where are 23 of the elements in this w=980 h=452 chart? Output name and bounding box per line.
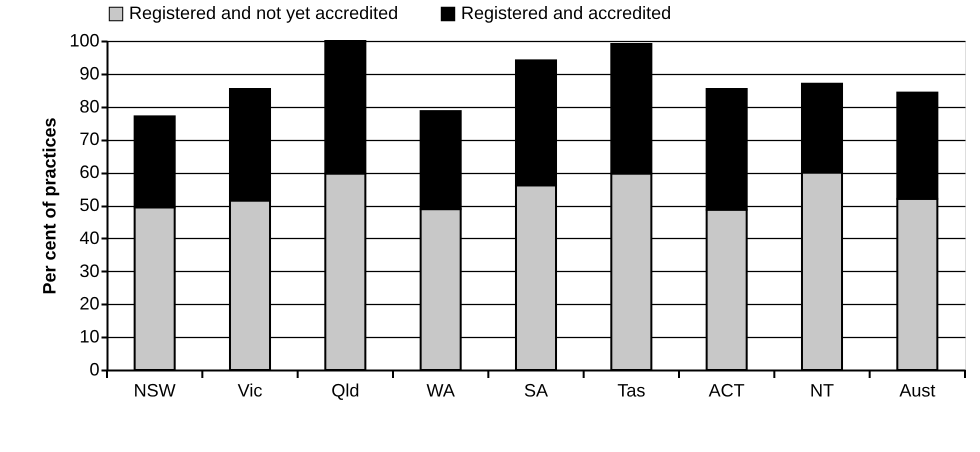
x-tick-label: NSW [134, 380, 176, 400]
x-tick-label: SA [524, 380, 548, 400]
y-tick-label: 10 [79, 326, 100, 347]
legend-label: Registered and accredited [461, 3, 672, 23]
y-tick-label: 90 [79, 63, 100, 84]
y-tick-label: 40 [79, 228, 100, 248]
x-tick-label: WA [426, 380, 455, 400]
x-tick-label: Qld [331, 380, 360, 400]
y-tick-label: 0 [89, 360, 100, 380]
x-tick-label: Tas [617, 380, 646, 400]
y-tick-label: 50 [79, 195, 100, 215]
x-tick-label: Aust [899, 380, 936, 400]
y-tick-label: 60 [79, 162, 100, 182]
y-tick-label: 20 [79, 294, 100, 314]
x-tick-label: NT [810, 380, 834, 400]
x-tick-label: Vic [238, 380, 262, 400]
y-axis-title: Per cent of practices [39, 117, 60, 295]
y-tick-label: 100 [69, 30, 100, 50]
y-tick-label: 30 [79, 260, 100, 281]
legend-label: Registered and not yet accredited [129, 3, 398, 23]
y-tick-label: 80 [79, 96, 100, 116]
x-tick-label: ACT [708, 380, 745, 400]
y-tick-label: 70 [79, 129, 100, 150]
